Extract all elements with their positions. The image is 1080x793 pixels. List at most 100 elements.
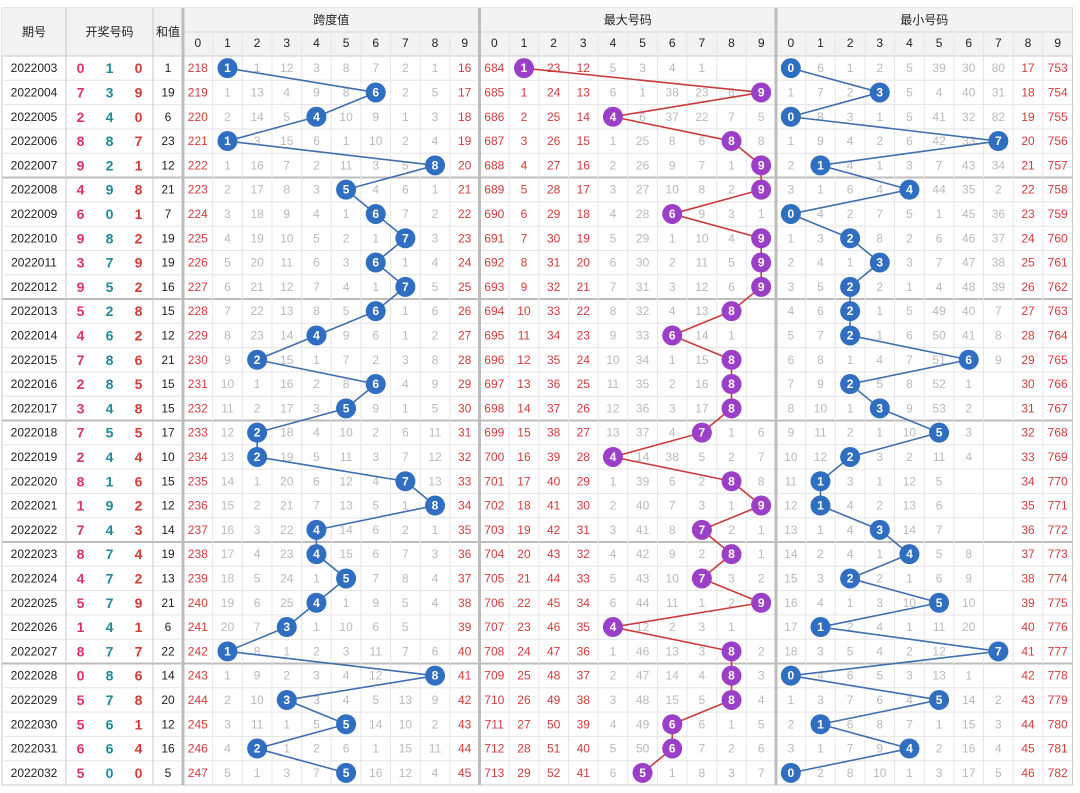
omission-value: 6 [699,717,706,731]
max-col2: 35 [547,353,561,367]
omission-value: 16 [369,766,383,780]
hit-ball [780,106,801,127]
max-col1: 28 [517,742,531,756]
omission-value: 12 [428,450,442,464]
omission-value: 3 [787,183,794,197]
hit-ball-label: 4 [313,596,320,610]
omission-value: 4 [817,596,824,610]
span-col9: 40 [458,644,472,658]
omission-value: 50 [932,328,946,342]
omission-value: 2 [876,134,883,148]
hit-ball-label: 9 [758,85,765,99]
row-sum: 20 [161,693,175,707]
draw-number: 9 [135,595,143,611]
hit-ball [751,179,772,200]
omission-value: 4 [432,256,439,270]
draw-number: 2 [135,498,143,514]
draw-number: 0 [106,765,114,781]
row-period: 2022012 [11,280,58,294]
max-col3: 13 [577,85,591,99]
min-col8: 46 [1021,766,1035,780]
max-col2: 29 [547,207,561,221]
header-digit: 6 [372,36,379,50]
span-col9: 44 [458,742,472,756]
omission-value: 6 [936,571,943,585]
span-col9: 18 [458,110,472,124]
hit-ball-label: 9 [758,280,765,294]
omission-value: 7 [372,571,379,585]
trend-line [316,91,377,118]
hit-ball-label: 5 [343,401,350,415]
max-col1: 9 [521,280,528,294]
omission-value: 38 [992,256,1006,270]
omission-value: 5 [906,207,913,221]
trend-line [820,140,999,167]
omission-value: 1 [876,328,883,342]
min-col8: 29 [1021,353,1035,367]
omission-value: 9 [669,547,676,561]
max-col1: 12 [517,353,531,367]
min-col8: 18 [1021,85,1035,99]
hit-ball [336,568,357,589]
max-col0: 704 [484,547,504,561]
trend-line [227,67,376,94]
omission-value: 3 [699,499,706,513]
omission-value: 1 [402,304,409,318]
header-draw: 开奖号码 [85,25,133,39]
omission-value: 7 [313,280,320,294]
omission-value: 3 [372,450,379,464]
omission-value: 10 [606,353,620,367]
hit-ball-label: 0 [787,669,794,683]
omission-value: 1 [254,377,261,391]
hit-ball-label: 7 [699,571,706,585]
omission-value: 6 [402,426,409,440]
row-sum: 14 [161,669,175,683]
omission-value: 41 [636,523,650,537]
omission-value: 21 [280,499,294,513]
max-col2: 23 [547,61,561,75]
max-col1: 1 [521,85,528,99]
draw-number: 6 [106,716,114,732]
trend-line [672,188,762,215]
max-col3: 28 [577,450,591,464]
max-col3: 24 [577,353,591,367]
draw-number: 2 [135,327,143,343]
span-col9: 42 [458,693,472,707]
omission-value: 3 [699,644,706,658]
row-sum: 23 [161,134,175,148]
draw-number: 4 [77,182,85,198]
header-digit: 1 [817,36,824,50]
omission-value: 4 [313,426,320,440]
min-col8: 40 [1021,620,1035,634]
hit-ball [217,131,238,152]
omission-value: 1 [699,596,706,610]
hit-ball [840,374,861,395]
span-col0: 241 [188,620,208,634]
omission-value: 12 [221,426,235,440]
omission-value: 2 [313,742,320,756]
min-col8: 38 [1021,571,1035,585]
omission-value: 3 [343,644,350,658]
hit-ball-label: 6 [372,256,379,270]
draw-number: 9 [106,498,114,514]
omission-value: 13 [280,304,294,318]
draw-number: 8 [106,668,114,684]
omission-value: 8 [669,523,676,537]
max-col3: 36 [577,644,591,658]
hit-ball-label: 2 [847,304,854,318]
omission-value: 9 [995,353,1002,367]
omission-value: 1 [254,474,261,488]
omission-value: 4 [876,620,883,634]
max-col2: 30 [547,231,561,245]
hit-ball [602,446,623,467]
omission-value: 5 [936,474,943,488]
omission-value: 1 [224,158,231,172]
span-col9: 35 [458,523,472,537]
omission-value: 1 [758,207,765,221]
draw-number: 4 [135,741,143,757]
hit-ball-label: 9 [758,256,765,270]
max-col1: 4 [521,158,528,172]
omission-value: 33 [636,328,650,342]
omission-value: 2 [906,644,913,658]
